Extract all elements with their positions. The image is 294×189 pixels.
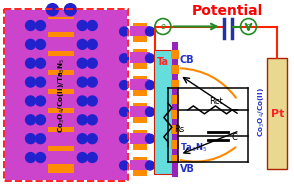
Circle shape (26, 96, 36, 106)
Text: VB: VB (180, 164, 195, 174)
Circle shape (87, 96, 97, 106)
Circle shape (87, 58, 97, 68)
Circle shape (77, 40, 87, 49)
Circle shape (36, 21, 46, 30)
Circle shape (26, 134, 36, 144)
Circle shape (146, 27, 154, 36)
Text: e: e (161, 22, 165, 31)
Circle shape (87, 153, 97, 163)
Bar (268, 58, 287, 170)
Text: Co$_3$O$_4$/Co(II)/Ta$_3$N$_5$: Co$_3$O$_4$/Co(II)/Ta$_3$N$_5$ (56, 57, 66, 133)
Circle shape (120, 81, 128, 90)
Circle shape (36, 77, 46, 87)
Circle shape (87, 21, 97, 30)
Text: Pt: Pt (271, 109, 284, 119)
Bar (5, 10, 127, 180)
Bar (4, 9, 128, 181)
Circle shape (120, 27, 128, 36)
Bar (171, 155, 179, 163)
Circle shape (146, 54, 154, 63)
Bar (171, 65, 179, 74)
Circle shape (120, 54, 128, 63)
Circle shape (120, 161, 128, 170)
Circle shape (146, 161, 154, 170)
Text: e: e (246, 22, 251, 31)
Bar (49, 17, 74, 174)
Circle shape (77, 115, 87, 125)
Bar (171, 95, 179, 104)
Circle shape (36, 96, 46, 106)
Bar (39, 132, 84, 146)
Circle shape (146, 107, 154, 116)
Circle shape (87, 77, 97, 87)
Circle shape (77, 153, 87, 163)
Circle shape (36, 134, 46, 144)
Bar (130, 79, 150, 90)
Bar (39, 113, 84, 127)
Circle shape (87, 134, 97, 144)
Circle shape (120, 134, 128, 143)
Bar (171, 80, 179, 89)
Bar (39, 94, 84, 108)
Circle shape (26, 58, 36, 68)
Bar (172, 42, 178, 177)
Circle shape (87, 40, 97, 49)
Bar (130, 133, 150, 144)
Bar (171, 125, 179, 134)
Circle shape (26, 40, 36, 49)
Text: Potential: Potential (192, 4, 263, 18)
Circle shape (36, 40, 46, 49)
Bar (171, 50, 179, 59)
Text: Rct: Rct (209, 98, 223, 106)
Circle shape (26, 115, 36, 125)
Bar (171, 110, 179, 119)
Bar (130, 26, 150, 36)
Circle shape (36, 153, 46, 163)
Circle shape (77, 21, 87, 30)
Bar (133, 103, 147, 123)
Circle shape (87, 115, 97, 125)
Bar (154, 50, 172, 174)
Bar (39, 37, 84, 51)
Circle shape (26, 77, 36, 87)
Text: Ta: Ta (157, 57, 169, 67)
Bar (39, 75, 84, 89)
Circle shape (146, 81, 154, 90)
Bar (130, 106, 150, 117)
Circle shape (36, 58, 46, 68)
Text: Ta$_3$N$_5$: Ta$_3$N$_5$ (180, 141, 208, 154)
Circle shape (77, 96, 87, 106)
Circle shape (120, 107, 128, 116)
Text: CB: CB (180, 55, 194, 65)
Bar (133, 49, 147, 69)
Circle shape (36, 115, 46, 125)
Text: Co$_3$O$_4$/Co(II): Co$_3$O$_4$/Co(II) (256, 87, 267, 137)
Circle shape (77, 134, 87, 144)
Text: C: C (232, 133, 238, 142)
Bar (39, 56, 84, 70)
Circle shape (146, 134, 154, 143)
Bar (130, 52, 150, 63)
Circle shape (77, 77, 87, 87)
Bar (133, 156, 147, 176)
Bar (39, 151, 84, 164)
Bar (133, 22, 147, 42)
Text: Rs: Rs (174, 125, 184, 134)
Circle shape (46, 4, 59, 15)
Bar (133, 130, 147, 149)
Bar (130, 160, 150, 170)
Bar (39, 19, 84, 33)
Bar (133, 76, 147, 96)
Circle shape (26, 153, 36, 163)
Circle shape (77, 58, 87, 68)
Circle shape (26, 21, 36, 30)
Circle shape (64, 4, 76, 15)
Bar (171, 140, 179, 149)
